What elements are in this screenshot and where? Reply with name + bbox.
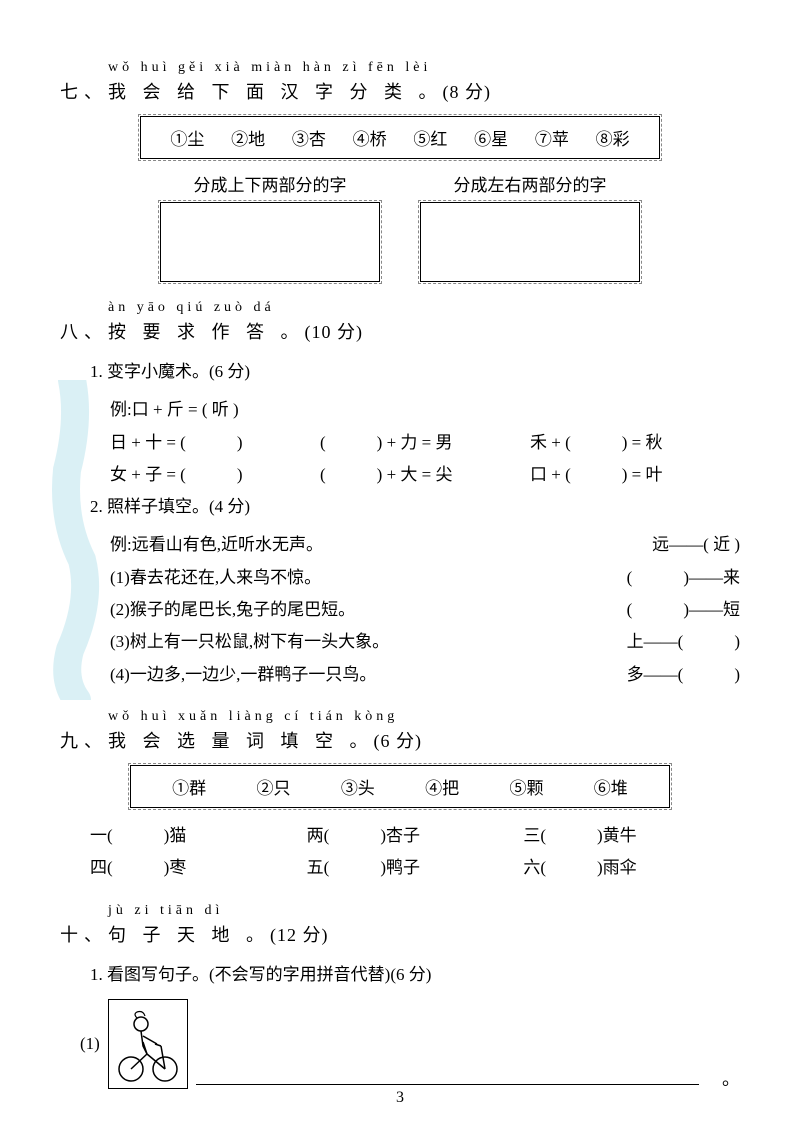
q9-item[interactable]: 三( )黄牛: [523, 820, 740, 852]
fill-cell[interactable]: 女 + 子 = ( ): [110, 459, 320, 491]
fill-cell[interactable]: 禾 + ( ) = 秋: [530, 427, 740, 459]
q8-sub2-left: (3)树上有一只松鼠,树下有一头大象。: [110, 626, 389, 658]
q9-number: 九、: [60, 731, 108, 751]
q8-sub2-right[interactable]: ( )——短: [627, 594, 740, 626]
q7-header: 七、我 会 给 下 面 汉 字 分 类 。(8 分): [60, 78, 740, 104]
q9-item[interactable]: 四( )枣: [90, 852, 307, 884]
q8-sub2-row3: (3)树上有一只松鼠,树下有一头大象。 上——( ): [60, 626, 740, 658]
q8-pinyin: àn yāo qiú zuò dá: [60, 300, 740, 316]
q10-period: 。: [722, 1065, 740, 1091]
bicycle-icon: [113, 1004, 183, 1084]
q9-char: ①群: [172, 774, 206, 799]
q7-char: ③杏: [292, 125, 326, 150]
q8-sub2-left: (4)一边多,一边少,一群鸭子一只鸟。: [110, 659, 376, 691]
q9-item[interactable]: 六( )雨伞: [523, 852, 740, 884]
q10-item1: (1) 。: [60, 999, 740, 1089]
page-number: 3: [0, 1089, 800, 1107]
q8-sub2-example-right: 远——( 近 ): [652, 529, 740, 561]
q7-split-row: 分成上下两部分的字 分成左右两部分的字: [60, 171, 740, 282]
q7-answer-box-left[interactable]: [160, 202, 380, 282]
q8-header: 八、按 要 求 作 答 。(10 分): [60, 318, 740, 344]
q9-score: (6 分): [374, 731, 423, 751]
q8-score: (10 分): [305, 322, 364, 342]
section-q9: wǒ huì xuǎn liàng cí tián kòng 九、我 会 选 量…: [60, 709, 740, 885]
q7-title: 我 会 给 下 面 汉 字 分 类 。: [108, 82, 443, 102]
q7-char: ②地: [231, 125, 265, 150]
q8-sub2-row1: (1)春去花还在,人来鸟不惊。 ( )——来: [60, 562, 740, 594]
q10-item-number: (1): [80, 1034, 100, 1054]
q10-image-box: [108, 999, 188, 1089]
q9-item[interactable]: 一( )猫: [90, 820, 307, 852]
q8-sub2-row4: (4)一边多,一边少,一群鸭子一只鸟。 多——( ): [60, 659, 740, 691]
q9-item[interactable]: 两( )杏子: [307, 820, 524, 852]
q7-char: ①尘: [170, 125, 204, 150]
fill-cell[interactable]: 日 + 十 = ( ): [110, 427, 320, 459]
section-q10: jù zi tiān dì 十、句 子 天 地 。(12 分) 1. 看图写句子…: [60, 903, 740, 1089]
q8-number: 八、: [60, 322, 108, 342]
q8-sub1-label: 1. 变字小魔术。(6 分): [60, 356, 740, 388]
q9-char-box: ①群 ②只 ③头 ④把 ⑤颗 ⑥堆: [130, 765, 670, 808]
fill-cell[interactable]: ( ) + 大 = 尖: [320, 459, 530, 491]
q9-pinyin: wǒ huì xuǎn liàng cí tián kòng: [60, 709, 740, 725]
q7-char: ⑤红: [413, 125, 447, 150]
fill-cell[interactable]: 口 + ( ) = 叶: [530, 459, 740, 491]
q7-answer-box-right[interactable]: [420, 202, 640, 282]
q8-sub2-row2: (2)猴子的尾巴长,兔子的尾巴短。 ( )——短: [60, 594, 740, 626]
q8-sub1-row1: 日 + 十 = ( ) ( ) + 力 = 男 禾 + ( ) = 秋: [60, 427, 740, 459]
q9-char: ②只: [256, 774, 290, 799]
q9-char: ⑥堆: [594, 774, 628, 799]
section-q7: wǒ huì gěi xià miàn hàn zì fēn lèi 七、我 会…: [60, 60, 740, 282]
q9-header: 九、我 会 选 量 词 填 空 。(6 分): [60, 727, 740, 753]
q8-sub2-left: (1)春去花还在,人来鸟不惊。: [110, 562, 321, 594]
q7-char: ⑦苹: [535, 125, 569, 150]
q10-number: 十、: [60, 925, 108, 945]
q8-sub1-example: 例:口 + 斤 = ( 听 ): [60, 394, 740, 426]
q10-title: 句 子 天 地 。: [108, 925, 270, 945]
q7-pinyin: wǒ huì gěi xià miàn hàn zì fēn lèi: [60, 60, 740, 76]
q7-char: ④桥: [353, 125, 387, 150]
q10-answer-line[interactable]: [196, 1084, 699, 1085]
q8-sub2-label: 2. 照样子填空。(4 分): [60, 491, 740, 523]
q8-sub2-example: 例:远看山有色,近听水无声。 远——( 近 ): [60, 529, 740, 561]
q8-sub2-left: (2)猴子的尾巴长,兔子的尾巴短。: [110, 594, 355, 626]
q8-sub2-right[interactable]: 多——( ): [627, 659, 740, 691]
q8-sub2-right[interactable]: ( )——来: [627, 562, 740, 594]
q7-char: ⑧彩: [596, 125, 630, 150]
q8-sub2-right[interactable]: 上——( ): [627, 626, 740, 658]
q7-split-col-left: 分成上下两部分的字: [160, 171, 380, 282]
q9-char: ④把: [425, 774, 459, 799]
q7-char: ⑥星: [474, 125, 508, 150]
q9-char: ⑤颗: [509, 774, 543, 799]
q8-sub1-row2: 女 + 子 = ( ) ( ) + 大 = 尖 口 + ( ) = 叶: [60, 459, 740, 491]
q10-pinyin: jù zi tiān dì: [60, 903, 740, 919]
q7-score: (8 分): [443, 82, 492, 102]
q9-char: ③头: [341, 774, 375, 799]
q10-header: 十、句 子 天 地 。(12 分): [60, 921, 740, 947]
q7-split-col-right: 分成左右两部分的字: [420, 171, 640, 282]
q10-sub1-label: 1. 看图写句子。(不会写的字用拼音代替)(6 分): [60, 959, 740, 991]
q10-score: (12 分): [270, 925, 329, 945]
q9-item[interactable]: 五( )鸭子: [307, 852, 524, 884]
q7-split-label-left: 分成上下两部分的字: [160, 171, 380, 196]
q9-grid: 一( )猫 两( )杏子 三( )黄牛 四( )枣 五( )鸭子 六( )雨伞: [60, 820, 740, 885]
q7-split-label-right: 分成左右两部分的字: [420, 171, 640, 196]
q8-sub2-example-left: 例:远看山有色,近听水无声。: [110, 529, 323, 561]
q7-char-box: ①尘 ②地 ③杏 ④桥 ⑤红 ⑥星 ⑦苹 ⑧彩: [140, 116, 660, 159]
fill-cell[interactable]: ( ) + 力 = 男: [320, 427, 530, 459]
section-q8: àn yāo qiú zuò dá 八、按 要 求 作 答 。(10 分) 1.…: [60, 300, 740, 691]
q7-number: 七、: [60, 82, 108, 102]
q9-title: 我 会 选 量 词 填 空 。: [108, 731, 374, 751]
q8-title: 按 要 求 作 答 。: [108, 322, 305, 342]
